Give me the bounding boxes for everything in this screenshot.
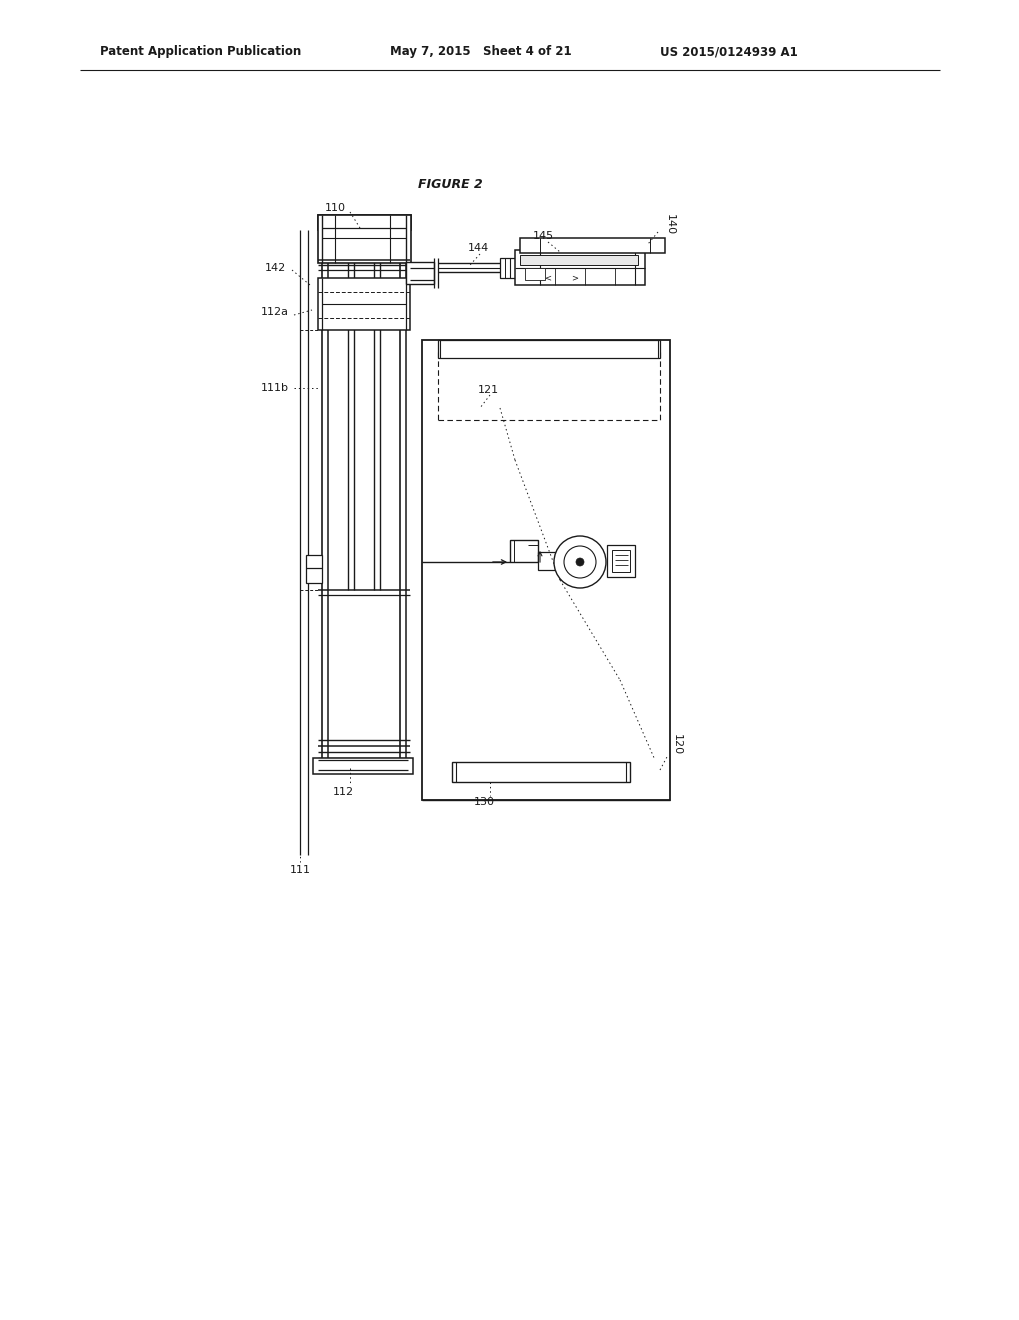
Bar <box>525 268 544 280</box>
Text: 145: 145 <box>532 231 553 242</box>
Bar <box>422 341 669 800</box>
Text: 140: 140 <box>664 214 675 235</box>
Circle shape <box>576 558 584 566</box>
Bar <box>318 215 411 230</box>
Bar <box>606 545 635 577</box>
Text: 144: 144 <box>467 243 488 253</box>
Text: FIGURE 2: FIGURE 2 <box>417 178 482 191</box>
Circle shape <box>553 536 605 587</box>
Text: 121: 121 <box>477 385 498 395</box>
Bar <box>520 238 664 253</box>
Bar <box>510 540 537 562</box>
Text: 112a: 112a <box>261 308 288 317</box>
Bar <box>515 249 644 285</box>
Text: 142: 142 <box>264 263 285 273</box>
Bar <box>537 552 559 570</box>
Text: May 7, 2015   Sheet 4 of 21: May 7, 2015 Sheet 4 of 21 <box>389 45 571 58</box>
Bar <box>322 220 407 230</box>
Text: <: < <box>544 273 551 282</box>
Bar <box>499 257 518 279</box>
Text: Patent Application Publication: Patent Application Publication <box>100 45 301 58</box>
Bar <box>313 758 413 774</box>
Text: >: > <box>571 273 578 282</box>
Bar <box>318 279 410 330</box>
Circle shape <box>564 546 595 578</box>
Text: US 2015/0124939 A1: US 2015/0124939 A1 <box>659 45 797 58</box>
Bar <box>406 261 433 284</box>
Text: 120: 120 <box>672 734 682 755</box>
Text: 111b: 111b <box>261 383 288 393</box>
Bar <box>611 550 630 572</box>
Bar <box>318 215 411 263</box>
Bar <box>306 554 322 583</box>
Text: 111: 111 <box>289 865 311 875</box>
Text: 112: 112 <box>332 787 354 797</box>
Bar <box>451 762 630 781</box>
Text: 130: 130 <box>473 797 494 807</box>
Bar <box>437 341 659 358</box>
Text: 110: 110 <box>324 203 345 213</box>
Bar <box>520 255 637 265</box>
